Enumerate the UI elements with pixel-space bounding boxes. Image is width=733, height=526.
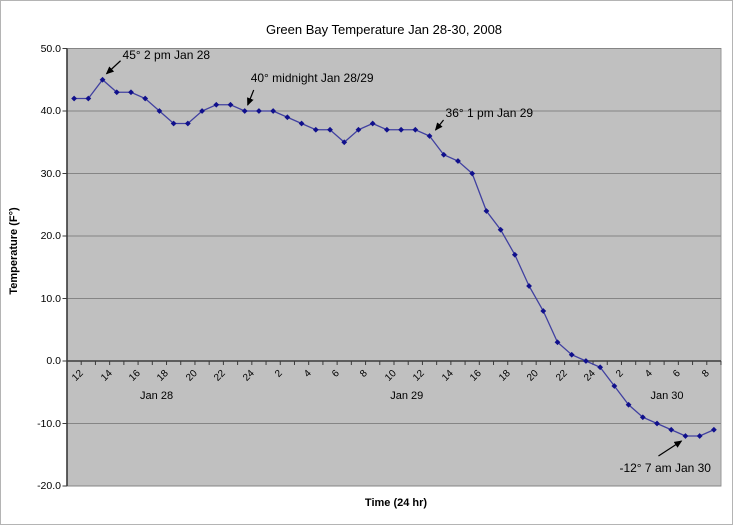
x-axis-title: Time (24 hr) bbox=[364, 497, 428, 509]
data-point-marker bbox=[327, 126, 333, 133]
day-label: Jan 30 bbox=[650, 390, 684, 402]
data-point-marker bbox=[199, 108, 205, 114]
data-point-marker bbox=[710, 426, 717, 433]
data-point-marker bbox=[483, 208, 490, 214]
data-point-marker bbox=[156, 108, 163, 114]
data-point-marker bbox=[142, 95, 149, 102]
data-point-marker bbox=[256, 108, 262, 114]
y-axis-title: Temperature (F°) bbox=[8, 207, 20, 295]
annotation-arrow bbox=[658, 440, 683, 457]
data-point-marker bbox=[341, 139, 348, 146]
data-point-marker bbox=[99, 76, 106, 83]
y-tick-label: 0.0 bbox=[46, 355, 61, 367]
y-tick-label: 10.0 bbox=[40, 292, 61, 305]
data-point-marker bbox=[583, 358, 589, 364]
data-point-marker bbox=[227, 101, 234, 108]
data-point-marker bbox=[184, 120, 191, 127]
data-point-marker bbox=[625, 401, 632, 408]
data-point-marker bbox=[440, 151, 447, 158]
data-point-marker bbox=[540, 308, 547, 314]
data-point-marker bbox=[113, 89, 120, 96]
plot-area bbox=[66, 48, 722, 487]
data-point-marker bbox=[469, 170, 476, 177]
data-point-marker bbox=[355, 126, 362, 133]
data-point-marker bbox=[497, 226, 504, 233]
data-point-marker bbox=[241, 108, 248, 114]
y-tick-label: -20.0 bbox=[37, 480, 61, 492]
plot-layer bbox=[62, 48, 722, 487]
annotation-arrow bbox=[105, 60, 121, 75]
data-point-marker bbox=[298, 120, 305, 127]
day-label: Jan 29 bbox=[390, 390, 424, 402]
data-point-marker bbox=[312, 126, 319, 133]
data-point-marker bbox=[455, 158, 461, 164]
data-point-marker bbox=[128, 89, 134, 96]
data-point-marker bbox=[85, 95, 92, 102]
data-point-marker bbox=[526, 283, 532, 289]
annotation-text: -12° 7 am Jan 30 bbox=[619, 461, 711, 475]
data-point-marker bbox=[554, 339, 561, 346]
data-point-marker bbox=[383, 126, 390, 133]
data-point-marker bbox=[213, 101, 220, 108]
annotation-arrow bbox=[247, 89, 255, 106]
y-tick-label: 40.0 bbox=[40, 105, 61, 117]
y-tick-label: 50.0 bbox=[40, 42, 61, 55]
day-label: Jan 28 bbox=[140, 390, 174, 402]
y-tick-label: 20.0 bbox=[40, 230, 61, 242]
annotation-text: 36° 1 pm Jan 29 bbox=[445, 106, 534, 120]
data-point-marker bbox=[426, 133, 433, 139]
chart-title: Green Bay Temperature Jan 28-30, 2008 bbox=[265, 22, 503, 37]
data-point-marker bbox=[696, 433, 703, 439]
data-point-marker bbox=[412, 126, 419, 133]
data-point-marker bbox=[369, 120, 376, 127]
data-point-marker bbox=[682, 433, 689, 439]
data-point-marker bbox=[284, 114, 291, 121]
data-point-marker bbox=[71, 95, 78, 102]
annotation-text: 45° 2 pm Jan 28 bbox=[122, 47, 211, 62]
data-point-marker bbox=[668, 426, 675, 433]
data-point-marker bbox=[270, 108, 277, 114]
y-tick-label: -10.0 bbox=[37, 417, 61, 430]
data-point-marker bbox=[654, 420, 660, 427]
data-point-marker bbox=[170, 120, 177, 127]
data-point-marker bbox=[568, 351, 575, 358]
data-point-marker bbox=[398, 126, 405, 133]
y-tick-label: 30.0 bbox=[40, 167, 61, 180]
temperature-line bbox=[74, 78, 715, 437]
annotation-text: 40° midnight Jan 28/29 bbox=[250, 71, 374, 85]
data-point-marker bbox=[639, 414, 646, 421]
annotation-arrow bbox=[434, 119, 445, 131]
data-point-marker bbox=[597, 364, 604, 371]
data-point-marker bbox=[611, 383, 618, 389]
